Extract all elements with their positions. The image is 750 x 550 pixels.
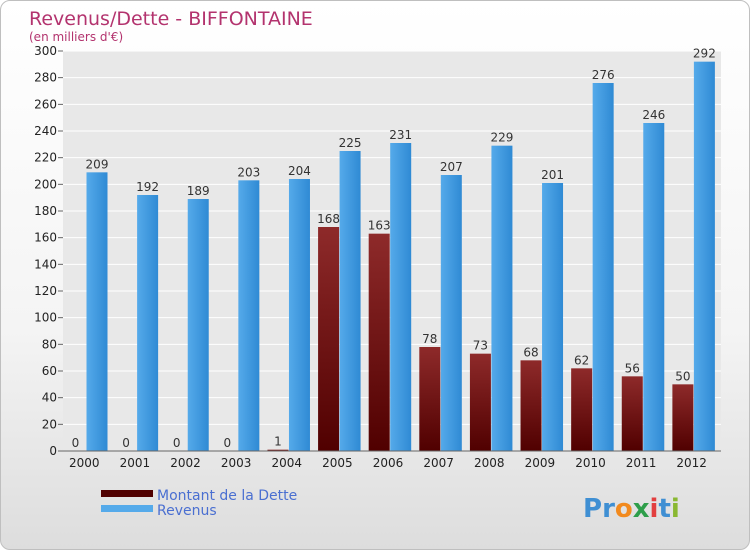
y-tick-label: 280 <box>34 71 57 85</box>
x-tick-label: 2009 <box>525 456 556 470</box>
x-tick-label: 2008 <box>474 456 505 470</box>
chart-title: Revenus/Dette - BIFFONTAINE <box>29 8 313 30</box>
y-tick-label: 40 <box>42 391 57 405</box>
y-tick-label: 300 <box>34 44 57 58</box>
bar-revenue <box>238 180 260 452</box>
value-label-revenue: 292 <box>693 47 716 61</box>
logo-letter: o <box>615 494 633 524</box>
y-tick-label: 240 <box>34 124 57 138</box>
value-label-debt: 163 <box>368 219 391 233</box>
bar-debt <box>520 360 542 451</box>
x-tick-label: 2004 <box>271 456 302 470</box>
value-label-debt: 56 <box>625 361 640 375</box>
logo-letter: i <box>650 494 659 524</box>
value-label-revenue: 225 <box>339 136 362 150</box>
bar-debt <box>672 384 694 451</box>
value-label-debt: 1 <box>274 435 282 449</box>
bar-debt <box>621 376 643 451</box>
y-tick-label: 120 <box>34 284 57 298</box>
value-label-revenue: 203 <box>237 165 260 179</box>
bar-debt <box>368 233 390 451</box>
x-axis-ticks: 2000 2001 2002 2003 2004 2005 2006 2007 2008 2009… <box>63 450 721 470</box>
value-label-revenue: 189 <box>187 184 210 198</box>
x-tick-label: 2003 <box>221 456 252 470</box>
bar-revenue <box>86 172 108 452</box>
value-label-debt: 0 <box>173 436 181 450</box>
y-tick-label: 160 <box>34 231 57 245</box>
bar-debt <box>571 368 593 451</box>
proxiti-logo: Proxiti <box>583 494 680 524</box>
value-label-revenue: 231 <box>389 128 412 142</box>
legend-swatch-debt <box>101 490 153 497</box>
value-label-debt: 168 <box>317 212 340 226</box>
bar-revenue <box>542 183 564 451</box>
x-tick-label: 2001 <box>120 456 151 470</box>
value-label-debt: 62 <box>574 353 589 367</box>
value-label-revenue: 204 <box>288 164 311 178</box>
bar-revenue <box>440 175 462 451</box>
x-tick-label: 2006 <box>373 456 404 470</box>
chart-subtitle: (en milliers d'€) <box>29 30 123 44</box>
x-tick-label: 2005 <box>322 456 353 470</box>
x-tick-label: 2007 <box>423 456 454 470</box>
value-label-debt: 68 <box>523 345 538 359</box>
value-label-debt: 0 <box>224 436 232 450</box>
value-label-revenue: 229 <box>490 131 513 145</box>
y-tick-label: 60 <box>42 364 57 378</box>
x-tick-label: 2000 <box>69 456 100 470</box>
bar-revenue <box>693 61 715 452</box>
y-tick-label: 180 <box>34 204 57 218</box>
legend-label-revenue: Revenus <box>157 503 217 519</box>
y-tick-label: 220 <box>34 151 57 165</box>
logo-letter: r <box>602 494 615 524</box>
value-label-debt: 78 <box>422 332 437 346</box>
value-label-revenue: 207 <box>440 160 463 174</box>
bar-debt <box>318 227 340 451</box>
value-label-debt: 73 <box>473 339 488 353</box>
legend-label-debt: Montant de la Dette <box>157 488 297 504</box>
y-tick-label: 140 <box>34 257 57 271</box>
logo-letter: t <box>658 494 670 524</box>
bar-revenue <box>592 83 614 451</box>
bar-revenue <box>339 151 361 451</box>
y-tick-label: 260 <box>34 97 57 111</box>
y-tick-label: 0 <box>49 444 57 458</box>
bar-debt <box>267 449 289 451</box>
value-label-revenue: 201 <box>541 168 564 182</box>
bar-revenue <box>390 143 412 451</box>
value-label-revenue: 192 <box>136 180 159 194</box>
y-axis-ticks: 0 20 40 60 80 100 120 140 160 180 200 220 240 260 280 3… <box>34 44 63 458</box>
bar-revenue <box>491 145 513 451</box>
bar-debt <box>469 353 491 451</box>
value-label-debt: 0 <box>122 436 130 450</box>
y-tick-label: 20 <box>42 417 57 431</box>
y-tick-label: 100 <box>34 311 57 325</box>
legend-swatch-revenue <box>101 505 153 512</box>
x-tick-label: 2011 <box>626 456 657 470</box>
bar-revenue <box>137 195 159 451</box>
bar-revenue <box>643 123 665 451</box>
logo-letter: x <box>633 494 650 524</box>
bars: 0 209 0 192 0 189 0 203 1 204 168 225 163 231 78 207 73 2… <box>65 47 716 452</box>
logo-letter: P <box>583 494 602 524</box>
x-tick-label: 2012 <box>676 456 707 470</box>
legend: Montant de la Dette Revenus <box>101 488 297 519</box>
y-tick-label: 200 <box>34 177 57 191</box>
x-tick-label: 2002 <box>170 456 201 470</box>
x-tick-label: 2010 <box>575 456 606 470</box>
value-label-debt: 0 <box>72 436 80 450</box>
bar-debt <box>419 347 441 451</box>
value-label-debt: 50 <box>675 369 690 383</box>
bar-revenue <box>187 199 209 451</box>
value-label-revenue: 209 <box>86 157 109 171</box>
value-label-revenue: 246 <box>642 108 665 122</box>
logo-letter: i <box>671 494 680 524</box>
value-label-revenue: 276 <box>592 68 615 82</box>
y-tick-label: 80 <box>42 337 57 351</box>
bar-revenue <box>288 179 310 451</box>
